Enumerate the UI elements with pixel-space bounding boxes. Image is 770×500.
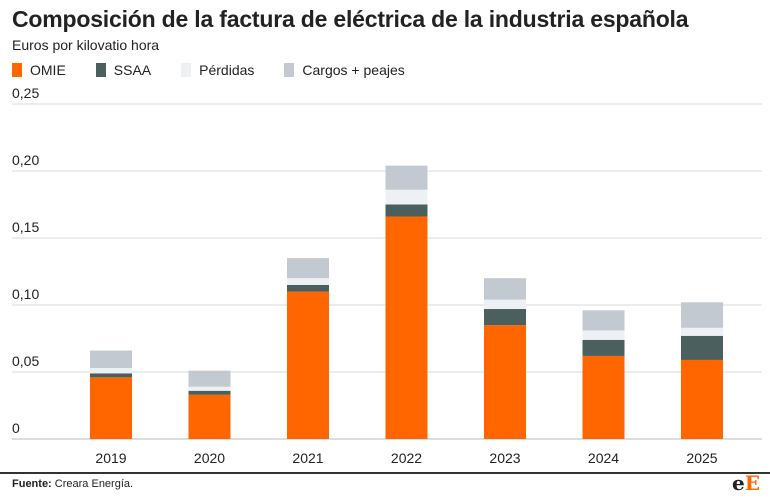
- bar-segment-cargos-peajes: [90, 350, 132, 368]
- legend-item-omie: OMIE: [12, 62, 66, 78]
- brand-logo: eE: [732, 471, 760, 495]
- bar-segment-ssaa: [582, 339, 625, 356]
- bar-segment-omie: [582, 355, 625, 439]
- y-tick-label: 0,25: [12, 85, 39, 101]
- x-tick-label: 2021: [292, 450, 323, 466]
- bar-segment-p-rdidas: [582, 330, 625, 340]
- bar-segment-p-rdidas: [90, 367, 132, 374]
- legend-label-cargos: Cargos + peajes: [302, 62, 405, 78]
- bar-segment-cargos-peajes: [582, 310, 625, 331]
- legend-swatch-cargos: [284, 63, 295, 77]
- legend-label-omie: OMIE: [30, 62, 66, 78]
- x-tick-label: 2024: [588, 450, 619, 466]
- legend-label-ssaa: SSAA: [113, 62, 152, 78]
- y-tick-label: 0,20: [12, 152, 39, 168]
- bar-segment-omie: [287, 291, 329, 439]
- legend-item-perdidas: Pérdidas: [181, 62, 254, 78]
- bar-segment-omie: [188, 394, 231, 439]
- bar-segment-cargos-peajes: [188, 370, 231, 387]
- source-label: Fuente:: [12, 478, 52, 490]
- y-tick-label: 0,10: [12, 286, 39, 302]
- x-tick-label: 2019: [95, 450, 126, 466]
- source-text: Creara Energía.: [54, 478, 134, 490]
- y-tick-label: 0: [12, 420, 20, 436]
- y-tick-label: 0,05: [12, 353, 39, 369]
- x-tick-label: 2020: [194, 450, 225, 466]
- logo-letter-e: e: [732, 471, 745, 495]
- legend-swatch-ssaa: [95, 63, 106, 77]
- bar-segment-cargos-peajes: [385, 165, 428, 190]
- x-tick-label: 2022: [391, 450, 422, 466]
- legend-swatch-omie: [12, 63, 22, 77]
- bar-segment-omie: [484, 325, 526, 439]
- chart-title: Composición de la factura de eléctrica d…: [12, 6, 689, 32]
- legend: OMIE SSAA Pérdidas Cargos + peajes: [12, 60, 435, 80]
- bar-segment-ssaa: [90, 373, 132, 378]
- bar-segment-ssaa: [287, 284, 329, 292]
- bar-segment-p-rdidas: [484, 299, 526, 310]
- legend-swatch-perdidas: [181, 63, 192, 77]
- chart-subtitle: Euros por kilovatio hora: [12, 37, 160, 53]
- y-tick-label: 0,15: [12, 219, 39, 235]
- bar-segment-p-rdidas: [681, 327, 723, 336]
- logo-letter-E: E: [744, 471, 760, 495]
- bar-segment-omie: [385, 216, 428, 439]
- bar-segment-cargos-peajes: [484, 278, 526, 300]
- footer-divider: [0, 472, 770, 474]
- bar-segment-omie: [90, 377, 132, 439]
- bar-segment-ssaa: [188, 390, 231, 395]
- bar-segment-cargos-peajes: [287, 258, 329, 279]
- x-tick-label: 2023: [489, 450, 520, 466]
- bar-segment-p-rdidas: [188, 386, 231, 391]
- bar-segment-p-rdidas: [287, 278, 329, 285]
- stacked-bar-chart: 0 0,05 0,10 0,15 0,20 0,25 2019 2020 2021 2022 202…: [12, 85, 762, 466]
- bar-segment-ssaa: [385, 204, 428, 217]
- bar-segment-ssaa: [681, 335, 723, 360]
- x-tick-label: 2025: [686, 450, 717, 466]
- bar-segment-omie: [681, 359, 723, 439]
- legend-item-cargos: Cargos + peajes: [284, 62, 405, 78]
- legend-label-perdidas: Pérdidas: [199, 62, 255, 78]
- bar-segment-cargos-peajes: [681, 302, 723, 328]
- legend-item-ssaa: SSAA: [95, 62, 152, 78]
- bar-segment-ssaa: [484, 309, 526, 326]
- bar-segment-p-rdidas: [385, 189, 428, 205]
- source-note: Fuente: Creara Energía.: [12, 478, 133, 490]
